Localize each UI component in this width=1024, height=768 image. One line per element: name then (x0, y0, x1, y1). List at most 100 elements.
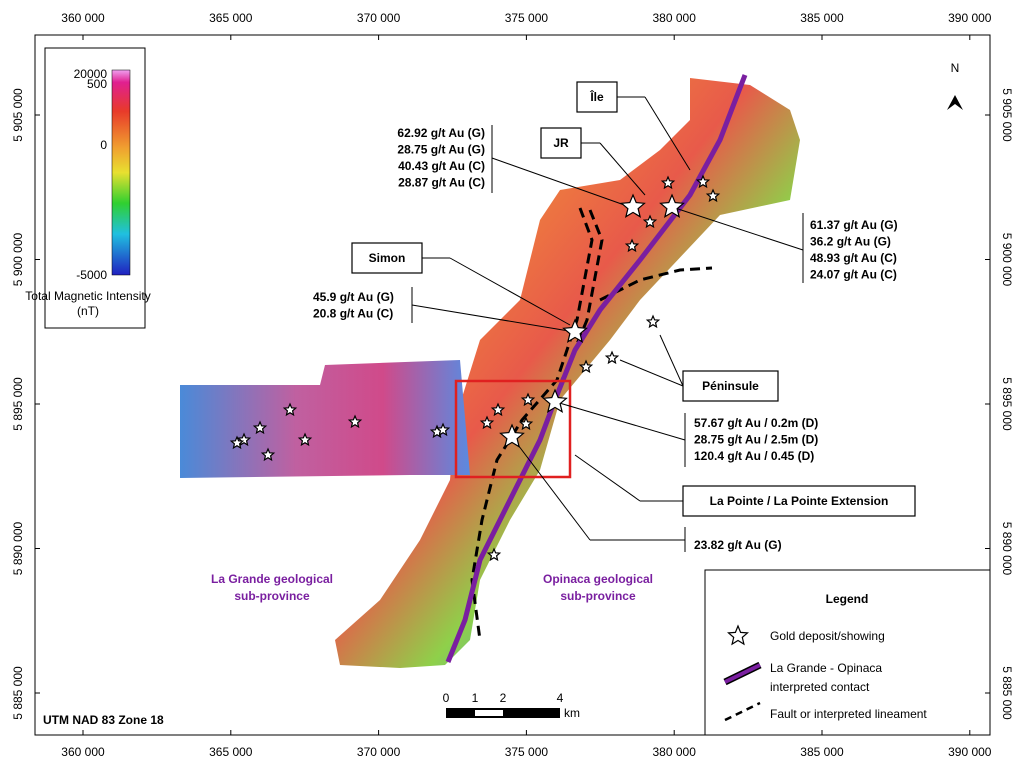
easting-label: 375 000 (505, 745, 549, 759)
projection: UTM NAD 83 Zone 18 (43, 713, 164, 727)
gold-deposit (562, 318, 588, 343)
easting-label: 375 000 (505, 11, 549, 25)
northing-label: 5 905 000 (11, 88, 25, 142)
scale-tick: 0 (443, 691, 450, 705)
contact (445, 74, 748, 663)
callout-label: Île (589, 89, 604, 104)
northing-label: 5 885 000 (1000, 666, 1014, 720)
easting-label: 370 000 (357, 11, 401, 25)
easting-label: 390 000 (948, 745, 992, 759)
gold-showing (578, 359, 594, 374)
gold-showing (660, 175, 676, 190)
scale-bar (475, 710, 503, 716)
easting-label: 360 000 (61, 745, 105, 759)
northing-label: 5 905 000 (1000, 88, 1014, 142)
gold-showing (518, 416, 534, 431)
easting-label: 385 000 (800, 745, 844, 759)
colorbar-tick: -5000 (76, 268, 107, 282)
northing-label: 5 900 000 (1000, 233, 1014, 287)
easting-label: 365 000 (209, 11, 253, 25)
callout-box (682, 485, 916, 517)
gold-showing (645, 314, 661, 329)
region-label: La Grande geological (211, 572, 333, 586)
gold-deposit (542, 388, 568, 413)
gold-showing (695, 174, 711, 189)
gold-showing (604, 350, 620, 365)
assay: 20.8 g/t Au (C) (313, 307, 393, 321)
gold-showing (520, 392, 536, 407)
scale-tick: 2 (500, 691, 507, 705)
assay: 23.82 g/t Au (G) (694, 538, 782, 552)
assay: 36.2 g/t Au (G) (810, 235, 891, 249)
northing-label: 5 900 000 (11, 232, 25, 286)
legend-title: Legend (826, 592, 869, 606)
colorbar-unit: (nT) (77, 304, 99, 318)
scale-tick: 4 (557, 691, 564, 705)
callout-label: Simon (369, 251, 406, 265)
north-label: N (951, 61, 960, 75)
legend-star (727, 624, 749, 646)
easting-label: 365 000 (209, 745, 253, 759)
fault (599, 266, 713, 302)
assay: 24.07 g/t Au (C) (810, 268, 897, 282)
legend-label: La Grande - Opinaca (770, 661, 882, 675)
assay: 28.87 g/t Au (C) (398, 176, 485, 190)
colorbar-tick: 20000 (74, 67, 108, 81)
legend-label: Fault or interpreted lineament (770, 707, 927, 721)
assay: 28.75 g/t Au / 2.5m (D) (694, 433, 818, 447)
gold-showing (490, 402, 506, 417)
gold-showing (479, 415, 495, 430)
colorbar-title: Total Magnetic Intensity (25, 289, 150, 303)
fault (470, 207, 594, 641)
gold-showing (642, 214, 658, 229)
gold-showing (486, 547, 502, 562)
assay: 45.9 g/t Au (G) (313, 290, 394, 304)
colorbar-tick: 500 (87, 77, 107, 91)
region-label: sub-province (234, 589, 310, 603)
easting-label: 370 000 (357, 745, 401, 759)
legend-fault (724, 701, 761, 722)
gold-deposit (620, 193, 646, 218)
easting-label: 390 000 (948, 11, 992, 25)
colorbar-tick: 0 (100, 138, 107, 152)
gold-showing (229, 435, 245, 450)
northing-label: 5 890 000 (1000, 522, 1014, 576)
gold-showing (435, 422, 451, 437)
gold-showing (297, 432, 313, 447)
scale-tick: 1 (472, 691, 479, 705)
assay: 62.92 g/t Au (G) (397, 126, 485, 140)
scale-unit: km (564, 706, 580, 720)
gold-deposit (659, 193, 685, 218)
gold-showing (260, 447, 276, 462)
easting-label: 380 000 (653, 11, 697, 25)
callout-box (682, 370, 779, 402)
legend-label: Gold deposit/showing (770, 629, 885, 643)
legend-contact (724, 663, 761, 684)
callout-label: Péninsule (702, 379, 759, 393)
legend-label: interpreted contact (770, 680, 870, 694)
northing-label: 5 895 000 (1000, 377, 1014, 431)
northing-label: 5 885 000 (11, 666, 25, 720)
callout-box (351, 242, 423, 274)
colorbar (111, 69, 131, 276)
northing-label: 5 895 000 (11, 377, 25, 431)
assay: 40.43 g/t Au (C) (398, 159, 485, 173)
easting-label: 380 000 (653, 745, 697, 759)
region-label: sub-province (560, 589, 636, 603)
assay: 120.4 g/t Au / 0.45 (D) (694, 449, 814, 463)
callout-box (576, 81, 618, 113)
region-label: Opinaca geological (543, 572, 653, 586)
gold-deposit (499, 423, 525, 448)
northing-label: 5 890 000 (11, 521, 25, 575)
callout-label: JR (553, 136, 569, 150)
easting-label: 360 000 (61, 11, 105, 25)
gold-showing (347, 414, 363, 429)
north-arrow (947, 95, 963, 110)
magnetic-survey-west (180, 360, 470, 478)
easting-label: 385 000 (800, 11, 844, 25)
assay: 48.93 g/t Au (C) (810, 251, 897, 265)
gold-showing (705, 188, 721, 203)
assay: 57.67 g/t Au / 0.2m (D) (694, 416, 818, 430)
leaders (411, 96, 804, 552)
